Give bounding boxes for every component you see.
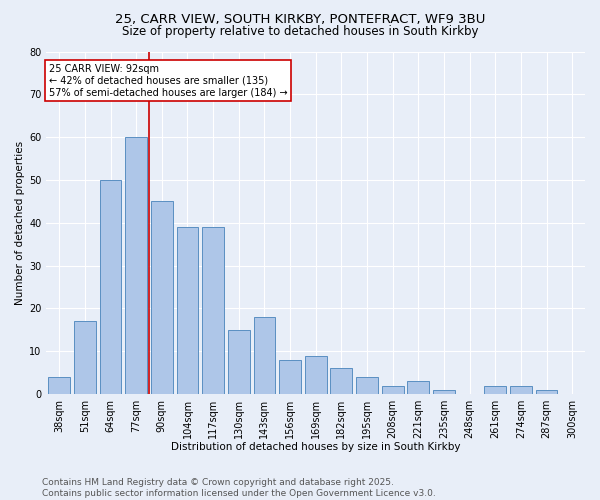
Bar bbox=[331, 368, 352, 394]
Text: Size of property relative to detached houses in South Kirkby: Size of property relative to detached ho… bbox=[122, 25, 478, 38]
Bar bbox=[510, 386, 532, 394]
Y-axis label: Number of detached properties: Number of detached properties bbox=[15, 140, 25, 305]
Bar bbox=[305, 356, 326, 394]
Bar bbox=[125, 137, 147, 394]
Bar bbox=[151, 202, 173, 394]
Bar bbox=[74, 322, 96, 394]
Bar bbox=[49, 377, 70, 394]
Bar bbox=[254, 317, 275, 394]
Bar bbox=[356, 377, 378, 394]
Bar bbox=[279, 360, 301, 394]
Text: 25 CARR VIEW: 92sqm
← 42% of detached houses are smaller (135)
57% of semi-detac: 25 CARR VIEW: 92sqm ← 42% of detached ho… bbox=[49, 64, 287, 98]
Bar bbox=[433, 390, 455, 394]
Text: 25, CARR VIEW, SOUTH KIRKBY, PONTEFRACT, WF9 3BU: 25, CARR VIEW, SOUTH KIRKBY, PONTEFRACT,… bbox=[115, 12, 485, 26]
Bar bbox=[176, 227, 199, 394]
X-axis label: Distribution of detached houses by size in South Kirkby: Distribution of detached houses by size … bbox=[171, 442, 460, 452]
Bar bbox=[382, 386, 404, 394]
Bar bbox=[484, 386, 506, 394]
Bar bbox=[100, 180, 121, 394]
Bar bbox=[202, 227, 224, 394]
Bar bbox=[407, 381, 429, 394]
Bar bbox=[536, 390, 557, 394]
Bar bbox=[228, 330, 250, 394]
Text: Contains HM Land Registry data © Crown copyright and database right 2025.
Contai: Contains HM Land Registry data © Crown c… bbox=[42, 478, 436, 498]
